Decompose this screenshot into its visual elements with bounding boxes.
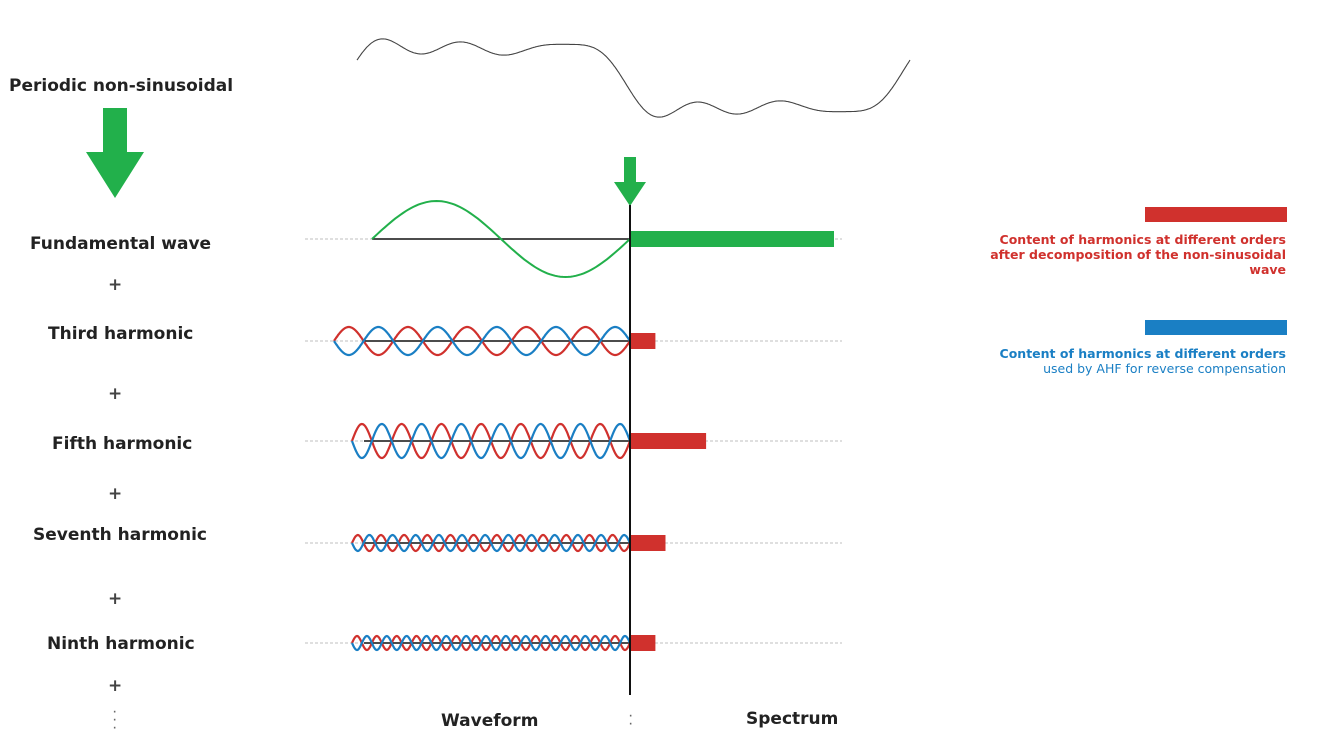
legend-blue-swatch: [1145, 320, 1287, 335]
legend-red-line-1: Content of harmonics at different orders: [999, 232, 1286, 247]
non-sinusoidal-waveform: [356, 38, 911, 118]
blue-harmonic-curve: [351, 533, 631, 553]
plus-sign: +: [108, 484, 123, 504]
waveform-axis-label: Waveform: [441, 711, 539, 731]
legend-blue-text: Content of harmonics at different orders…: [1000, 346, 1286, 376]
blue-harmonic-curve: [333, 325, 631, 357]
spectrum-bar: [631, 535, 666, 551]
blue-harmonic-curve: [351, 634, 631, 652]
down-arrow-icon: [614, 157, 646, 206]
label-ninth-harmonic: Ninth harmonic: [47, 634, 195, 654]
label-seventh-harmonic: Seventh harmonic: [33, 525, 207, 545]
legend-red-line-3: wave: [1249, 262, 1286, 277]
fundamental-wave-curve: [371, 199, 631, 279]
spectrum-bar: [631, 635, 656, 651]
spectrum-bar: [631, 333, 656, 349]
label-third-harmonic: Third harmonic: [48, 324, 194, 344]
continuation-dots: · · ·: [112, 703, 118, 736]
axis-dots: · ·: [628, 707, 634, 732]
down-arrow-icon: [86, 108, 144, 198]
legend-blue-line-1: Content of harmonics at different orders: [999, 346, 1286, 361]
legend-red-swatch: [1145, 207, 1287, 222]
legend-red-line-2: after decomposition of the non-sinusoida…: [990, 247, 1286, 262]
plus-sign: +: [108, 676, 123, 696]
blue-harmonic-curve: [350, 422, 632, 460]
page-title: Periodic non-sinusoidal: [9, 76, 234, 96]
legend-blue-line-2: used by AHF for reverse compensation: [1043, 361, 1286, 376]
plus-sign: +: [108, 384, 123, 404]
spectrum-axis-label: Spectrum: [746, 709, 839, 729]
spectrum-bar: [631, 433, 707, 449]
label-fifth-harmonic: Fifth harmonic: [52, 434, 193, 454]
spectrum-bar: [631, 231, 834, 247]
label-fundamental-wave: Fundamental wave: [30, 234, 212, 254]
legend-red-text: Content of harmonics at different orders…: [990, 232, 1286, 277]
plus-sign: +: [108, 589, 123, 609]
plus-sign: +: [108, 275, 123, 295]
